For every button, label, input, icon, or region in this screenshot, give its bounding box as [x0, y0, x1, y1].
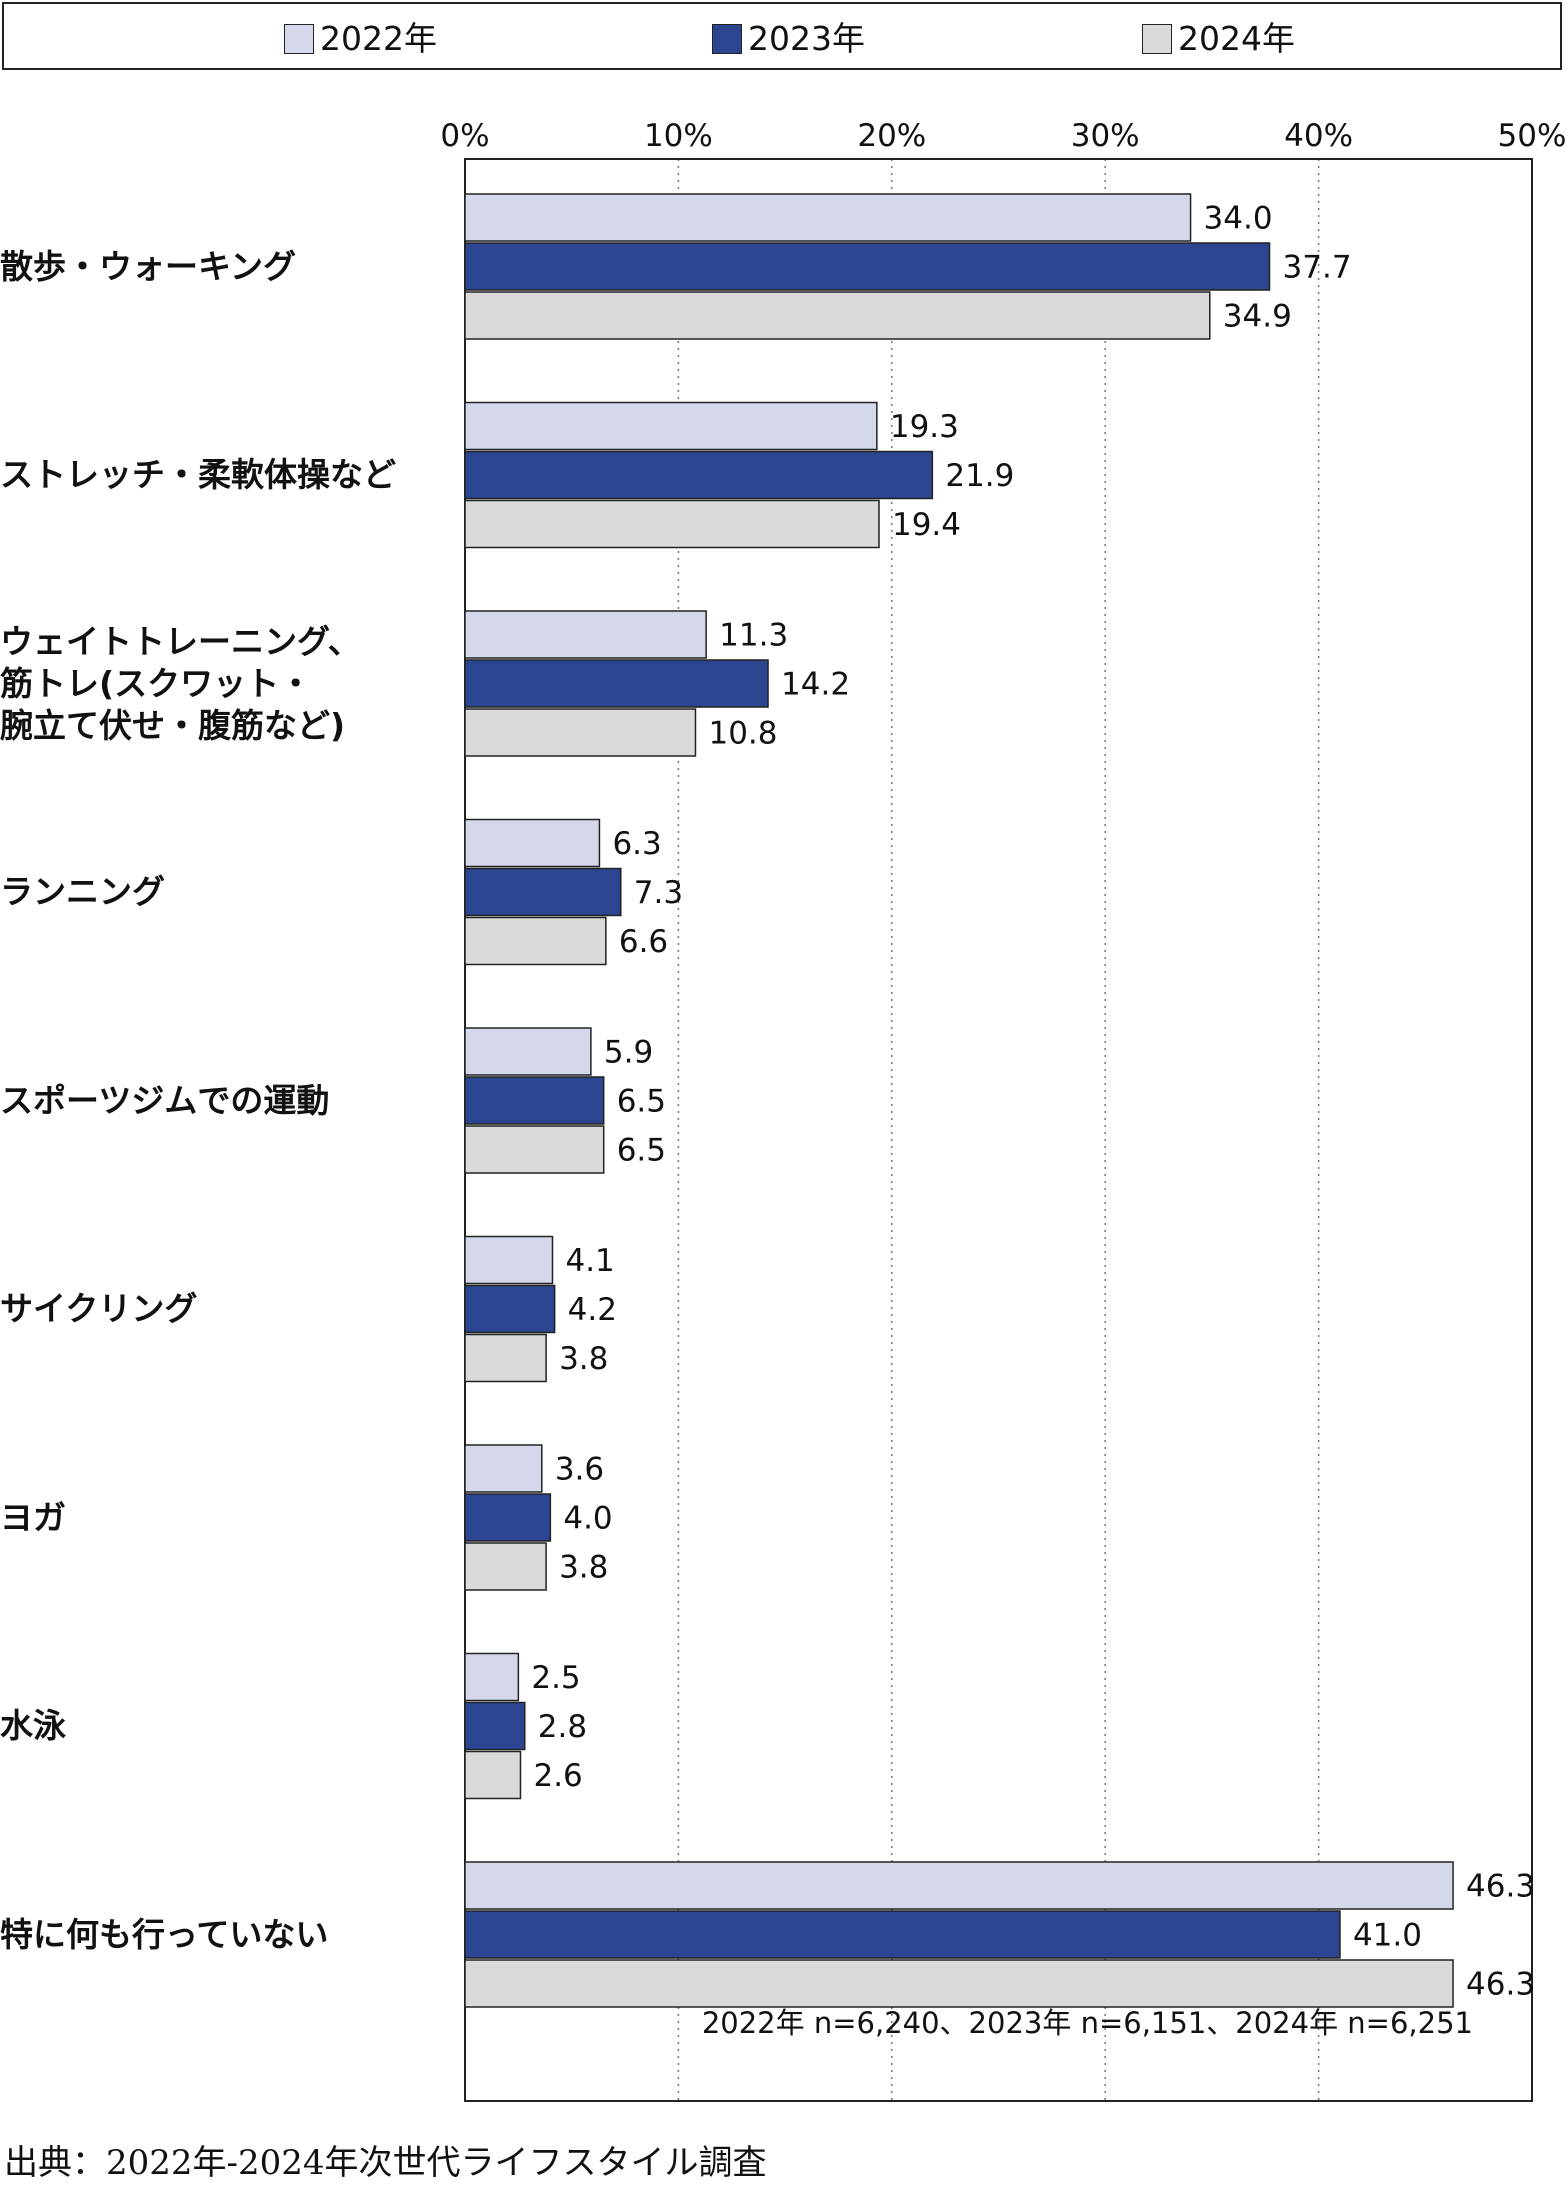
- bar: [464, 1333, 547, 1383]
- bar: [464, 610, 707, 659]
- legend-item-2024: 2024年: [1142, 22, 1295, 56]
- category-label: ストレッチ・柔軟体操など: [0, 455, 396, 494]
- bar: [464, 818, 601, 868]
- bar: [464, 1910, 1341, 1959]
- x-tick-label: 10%: [644, 118, 713, 154]
- category-label: 腕立て伏せ・腹筋など): [0, 705, 346, 745]
- value-label: 2.6: [533, 1758, 582, 1794]
- bar: [464, 708, 697, 757]
- value-label: 11.3: [719, 618, 788, 654]
- value-label: 34.9: [1223, 299, 1292, 335]
- value-label: 3.8: [559, 1341, 608, 1377]
- bar: [464, 659, 769, 708]
- bar: [464, 1076, 605, 1125]
- bar: [464, 1652, 520, 1702]
- bar: [464, 193, 1192, 242]
- value-label: 3.6: [555, 1452, 604, 1488]
- bar: [464, 401, 878, 451]
- legend-swatch-2024: [1142, 24, 1172, 54]
- category-label: スポーツジムでの運動: [0, 1080, 330, 1120]
- bar: [464, 1959, 1454, 2008]
- value-label: 46.3: [1466, 1967, 1535, 2003]
- bar: [464, 499, 880, 549]
- legend-label-2022: 2022年: [320, 19, 437, 58]
- legend-label-2023: 2023年: [748, 19, 865, 58]
- value-label: 2.5: [531, 1660, 580, 1696]
- value-label: 34.0: [1204, 201, 1273, 237]
- value-label: 4.1: [565, 1243, 614, 1279]
- sample-size-note: 2022年 n=6,240、2023年 n=6,151、2024年 n=6,25…: [701, 2006, 1473, 2040]
- bar: [464, 916, 607, 966]
- value-label: 14.2: [781, 667, 850, 703]
- value-label: 6.6: [619, 924, 668, 960]
- legend-item-2023: 2023年: [712, 22, 865, 56]
- value-label: 6.5: [617, 1133, 666, 1169]
- value-label: 3.8: [559, 1550, 608, 1586]
- bar: [464, 867, 622, 917]
- legend-label-2024: 2024年: [1178, 19, 1295, 58]
- value-label: 4.2: [568, 1292, 617, 1328]
- bar: [464, 1027, 592, 1076]
- bar: [464, 450, 934, 500]
- value-label: 46.3: [1466, 1869, 1535, 1905]
- bar: [464, 1750, 522, 1800]
- source-caption: 出典：2022年-2024年次世代ライフスタイル調査: [4, 2143, 767, 2183]
- category-label: ヨガ: [0, 1497, 66, 1537]
- bar: [464, 1493, 552, 1542]
- category-label: サイクリング: [0, 1289, 198, 1328]
- bar: [464, 1125, 605, 1174]
- value-label: 10.8: [708, 716, 777, 752]
- bar: [464, 1235, 554, 1285]
- value-label: 19.3: [890, 409, 959, 445]
- value-label: 41.0: [1353, 1918, 1422, 1954]
- value-label: 6.5: [617, 1084, 666, 1120]
- bar: [464, 242, 1271, 291]
- bar: [464, 1542, 547, 1591]
- category-label: ウェイトトレーニング、: [0, 621, 361, 661]
- legend-swatch-2022: [284, 24, 314, 54]
- category-label: 水泳: [0, 1706, 66, 1745]
- bar: [464, 1284, 556, 1334]
- x-tick-label: 30%: [1071, 118, 1140, 154]
- value-label: 6.3: [612, 826, 661, 862]
- value-label: 5.9: [604, 1035, 653, 1071]
- x-tick-label: 20%: [857, 118, 926, 154]
- plot-frame: [464, 158, 1533, 2102]
- x-tick-label: 50%: [1498, 118, 1567, 154]
- category-label: 筋トレ(スクワット・: [0, 663, 313, 703]
- value-label: 21.9: [945, 458, 1014, 494]
- value-label: 2.8: [538, 1709, 587, 1745]
- legend-item-2022: 2022年: [284, 22, 437, 56]
- x-tick-label: 0%: [440, 118, 489, 154]
- bar: [464, 1701, 526, 1751]
- value-label: 37.7: [1283, 250, 1352, 286]
- value-label: 7.3: [634, 875, 683, 911]
- legend-swatch-2023: [712, 24, 742, 54]
- value-label: 4.0: [563, 1501, 612, 1537]
- bar: [464, 1861, 1454, 1910]
- legend: 2022年 2023年 2024年: [2, 2, 1562, 70]
- value-label: 19.4: [892, 507, 961, 543]
- bar: [464, 1444, 543, 1493]
- category-label: 特に何も行っていない: [0, 1914, 329, 1954]
- category-label: ランニング: [0, 872, 165, 911]
- bar: [464, 291, 1211, 340]
- category-label: 散歩・ウォーキング: [0, 246, 297, 286]
- x-tick-label: 40%: [1284, 118, 1353, 154]
